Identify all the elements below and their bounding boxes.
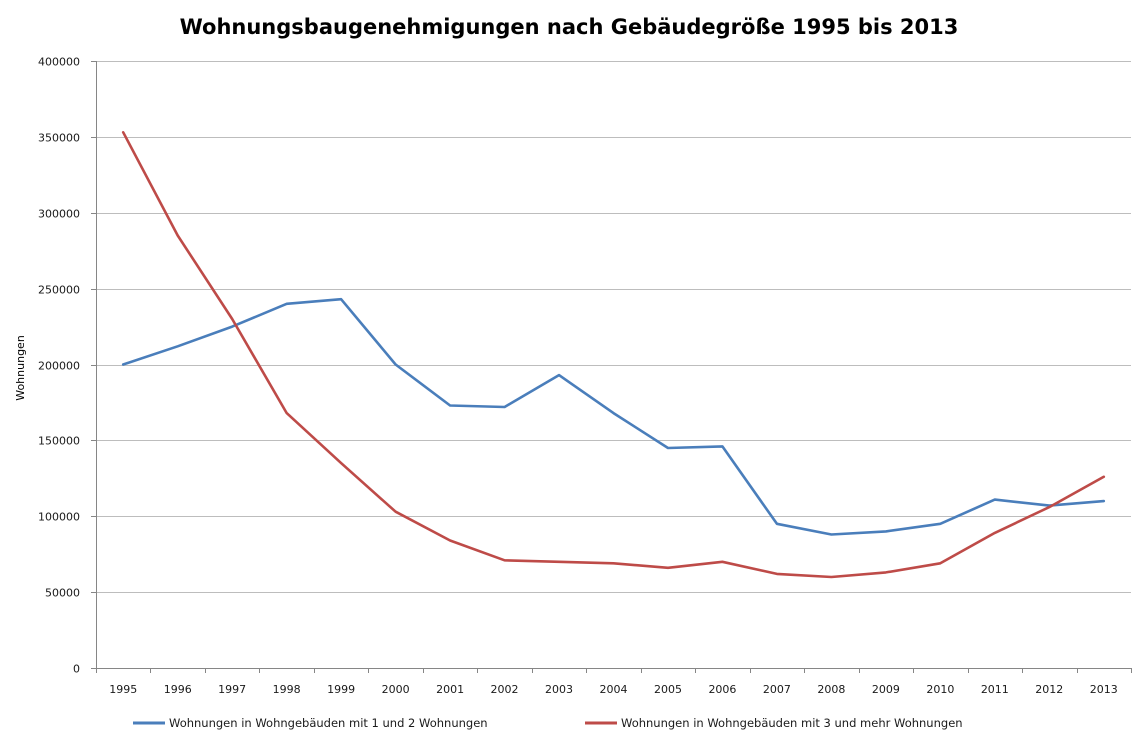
x-tick-label: 2001	[436, 683, 464, 696]
y-tick-label: 300000	[38, 208, 80, 221]
x-tick-label: 2005	[654, 683, 682, 696]
x-tick-label: 1998	[273, 683, 301, 696]
y-tick-label: 0	[73, 663, 80, 676]
x-tick-label: 2002	[491, 683, 519, 696]
series-line-1	[121, 297, 1106, 536]
x-tick-label: 2009	[872, 683, 900, 696]
x-tick-label: 2004	[600, 683, 628, 696]
x-tick-label: 1995	[109, 683, 137, 696]
x-tick-label: 2013	[1090, 683, 1118, 696]
series	[121, 131, 1106, 579]
y-axis-label: Wohnungen	[14, 335, 27, 401]
series-line-2	[121, 131, 1106, 579]
x-tick-label: 2007	[763, 683, 791, 696]
x-tick-label: 2012	[1035, 683, 1063, 696]
x-tick-labels: 1995 1996 1997 1998 1999 2000 2001 2002 2003 2004…	[109, 683, 1118, 696]
y-tick-label: 350000	[38, 132, 80, 145]
x-tick-label: 2008	[817, 683, 845, 696]
x-tick-label: 2000	[382, 683, 410, 696]
y-tick-label: 50000	[45, 587, 80, 600]
y-tick-label: 250000	[38, 284, 80, 297]
y-tick-label: 100000	[38, 511, 80, 524]
gridlines	[96, 61, 1131, 593]
y-tick-label: 200000	[38, 360, 80, 373]
y-tick-labels: 0 50000 100000 150000 200000 250000 300000 3500…	[38, 56, 80, 676]
x-tick-label: 1999	[327, 683, 355, 696]
y-tick-label: 150000	[38, 435, 80, 448]
axes	[91, 61, 1132, 673]
x-tick-label: 2010	[926, 683, 954, 696]
legend: Wohnungen in Wohngebäuden mit 1 und 2 Wo…	[133, 716, 963, 730]
legend-label-2: Wohnungen in Wohngebäuden mit 3 und mehr…	[621, 716, 963, 730]
chart-title: Wohnungsbaugenehmigungen nach Gebäudegrö…	[180, 15, 959, 39]
x-tick-label: 1996	[164, 683, 192, 696]
x-tick-label: 1997	[218, 683, 246, 696]
x-tick-label: 2003	[545, 683, 573, 696]
x-tick-label: 2011	[981, 683, 1009, 696]
legend-label-1: Wohnungen in Wohngebäuden mit 1 und 2 Wo…	[169, 716, 488, 730]
x-tick-label: 2006	[708, 683, 736, 696]
y-tick-label: 400000	[38, 56, 80, 69]
